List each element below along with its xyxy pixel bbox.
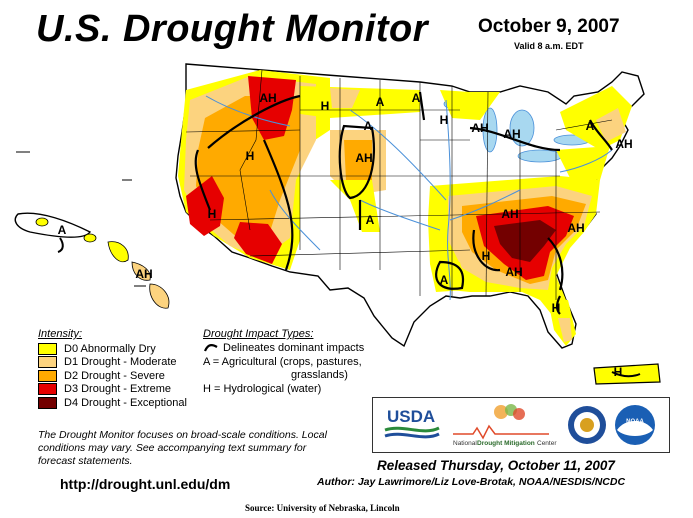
intensity-heading: Intensity: — [38, 328, 83, 340]
swatch-d2 — [38, 369, 57, 382]
label-mi-ah-2: AH — [503, 127, 520, 141]
impact-boundaries — [194, 91, 613, 315]
label-fl-h: H — [552, 301, 561, 315]
noaa-logo: NOAA — [615, 405, 655, 445]
d0-midatlantic — [556, 146, 610, 180]
d0-montana — [300, 86, 420, 118]
d1-northeast — [596, 108, 626, 142]
impact-heading: Drought Impact Types: — [203, 328, 314, 340]
label-la-a: A — [440, 273, 449, 287]
release-date: Released Thursday, October 11, 2007 — [377, 458, 615, 473]
swatch-d1 — [38, 356, 57, 369]
label-nw-h: H — [246, 149, 255, 163]
legend-d1-label: D1 Drought - Moderate — [64, 356, 177, 369]
swatch-d3 — [38, 383, 57, 396]
legend-d2: D2 Drought - Severe — [38, 369, 208, 383]
legend-d3: D3 Drought - Extreme — [38, 383, 208, 397]
d3-southwest — [234, 222, 282, 264]
d0-upper-midwest — [440, 90, 500, 120]
d1-florida — [558, 318, 572, 342]
impact-h: H = Hydrological (water) — [203, 382, 322, 395]
label-ca-h: H — [208, 207, 217, 221]
ndmc-text-1: National — [453, 440, 477, 447]
label-me-ah: AH — [615, 137, 632, 151]
label-ny-a: A — [586, 119, 595, 133]
label-ga-ah: AH — [567, 221, 584, 235]
legend-d1: D1 Drought - Moderate — [38, 356, 208, 370]
d2-wyoming — [344, 140, 372, 180]
d4-southeast — [494, 220, 556, 262]
legend-d0: D0 Abnormally Dry — [38, 342, 208, 356]
label-co-a: A — [366, 213, 375, 227]
swatch-d0 — [38, 342, 57, 355]
state-boundaries — [185, 69, 613, 300]
usda-text: USDA — [387, 407, 435, 426]
website-link[interactable]: http://drought.unl.edu/dm — [60, 476, 231, 492]
rivers — [205, 95, 613, 301]
ndmc-logo: National Drought Mitigation Center — [453, 404, 557, 447]
disclaimer-text: The Drought Monitor focuses on broad-sca… — [38, 429, 327, 467]
legend-d0-label: D0 Abnormally Dry — [64, 342, 156, 355]
label-ny-h: H — [440, 113, 449, 127]
alaska-hawaii-inset: A AH — [14, 212, 170, 309]
impact-line-icon — [203, 344, 218, 352]
valid-time-note: Valid 8 a.m. EDT — [514, 41, 584, 51]
d0-plains — [330, 180, 380, 232]
impact-a-line1: A = Agricultural (crops, pastures, — [203, 355, 362, 368]
drought-map: AH H H A A A H AH AH AH A AH H A AH AH H… — [14, 63, 661, 385]
label-hi-ah: AH — [135, 267, 152, 281]
swatch-d4 — [38, 396, 57, 409]
legend-d4-label: D4 Drought - Exceptional — [64, 396, 187, 409]
legend-d2-label: D2 Drought - Severe — [64, 369, 165, 382]
label-al-ah: AH — [505, 265, 522, 279]
commerce-seal-icon — [568, 406, 606, 444]
impact-legend: Drought Impact Types: Delineates dominan… — [203, 328, 403, 396]
label-west-ah: AH — [259, 91, 276, 105]
impact-line-row: Delineates dominant impacts — [203, 342, 403, 356]
label-mt-a: A — [376, 95, 385, 109]
d1-montana — [330, 88, 360, 108]
noaa-text: NOAA — [626, 419, 644, 425]
label-hi-a: A — [58, 223, 67, 237]
puerto-rico-inset: H — [593, 363, 661, 385]
logos-svg: USDA National Drought Mitigation Center … — [384, 404, 655, 447]
ndmc-text-2: Drought Mitigation — [477, 440, 535, 447]
agency-logos-panel: USDA National Drought Mitigation Center … — [372, 397, 670, 453]
author-line: Author: Jay Lawrimore/Liz Love-Brotak, N… — [317, 476, 626, 488]
map-date: October 9, 2007 — [478, 16, 620, 37]
label-se-h: H — [482, 249, 491, 263]
label-mi-ah: AH — [471, 121, 488, 135]
label-tn-ah: AH — [501, 207, 518, 221]
intensity-legend: Intensity: D0 Abnormally Dry D1 Drought … — [38, 328, 208, 410]
source-line: Source: University of Nebraska, Lincoln — [245, 503, 400, 513]
page-title: U.S. Drought Monitor — [36, 8, 429, 50]
label-nd-h: H — [321, 99, 330, 113]
legend-d3-label: D3 Drought - Extreme — [64, 383, 171, 396]
label-mn-a: A — [364, 119, 373, 133]
impact-a-line2: grasslands) — [291, 369, 348, 381]
ndmc-text-3: Center — [537, 440, 557, 447]
label-wi-ah: AH — [355, 151, 372, 165]
usda-logo: USDA — [384, 407, 440, 439]
inset-separators — [16, 151, 146, 287]
d3-california — [186, 176, 224, 236]
legend-d4: D4 Drought - Exceptional — [38, 396, 208, 410]
label-pr-h: H — [614, 365, 623, 379]
label-ne-mt-a: A — [412, 91, 421, 105]
impact-line-label: Delineates dominant impacts — [223, 342, 365, 354]
